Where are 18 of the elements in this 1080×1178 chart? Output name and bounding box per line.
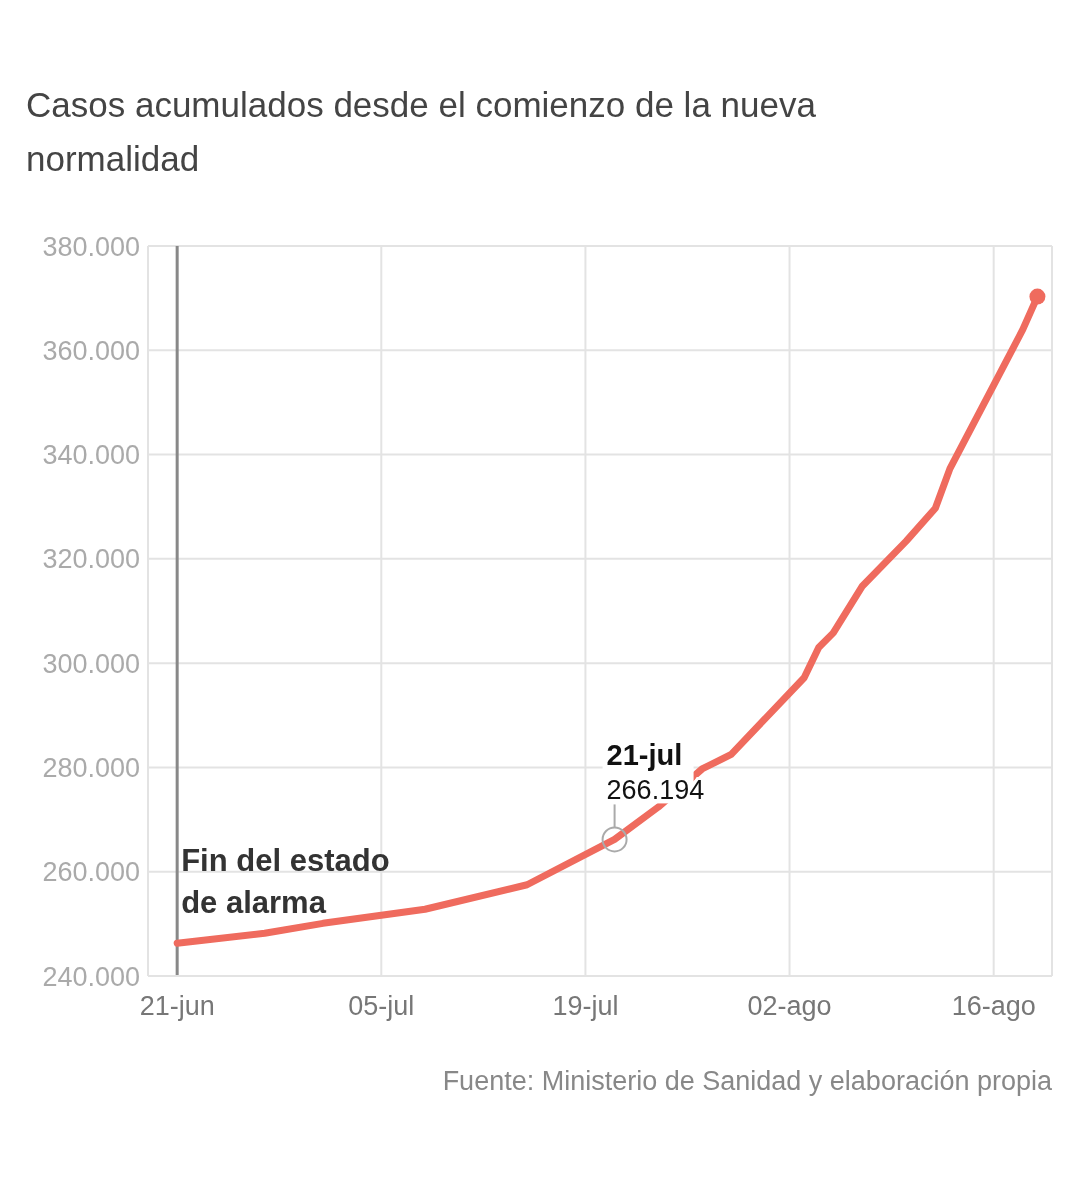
y-tick-label: 260.000 bbox=[42, 857, 140, 888]
y-tick-label: 340.000 bbox=[42, 440, 140, 471]
y-tick-label: 380.000 bbox=[42, 231, 140, 262]
source-note: Fuente: Ministerio de Sanidad y elaboración propia bbox=[441, 1065, 1053, 1097]
ref-line-label: Fin del estado de alarma bbox=[181, 843, 390, 920]
x-tick-label: 19-jul bbox=[552, 991, 619, 1022]
x-tick-label: 05-jul bbox=[348, 991, 415, 1022]
annotation: 266.194 bbox=[606, 775, 705, 806]
x-tick-label: 21-jun bbox=[139, 991, 215, 1022]
y-tick-label: 300.000 bbox=[42, 648, 140, 679]
x-tick-label: 16-ago bbox=[951, 991, 1036, 1022]
y-tick-label: 360.000 bbox=[42, 335, 140, 366]
x-tick-label: 02-ago bbox=[747, 991, 832, 1022]
y-tick-label: 240.000 bbox=[42, 961, 140, 992]
y-tick-label: 320.000 bbox=[42, 544, 140, 575]
y-tick-label: 280.000 bbox=[42, 753, 140, 784]
annotation: 21-jul bbox=[606, 739, 683, 772]
chart-title: Casos acumulados desde el comienzo de la nueva normalidad bbox=[25, 84, 817, 180]
